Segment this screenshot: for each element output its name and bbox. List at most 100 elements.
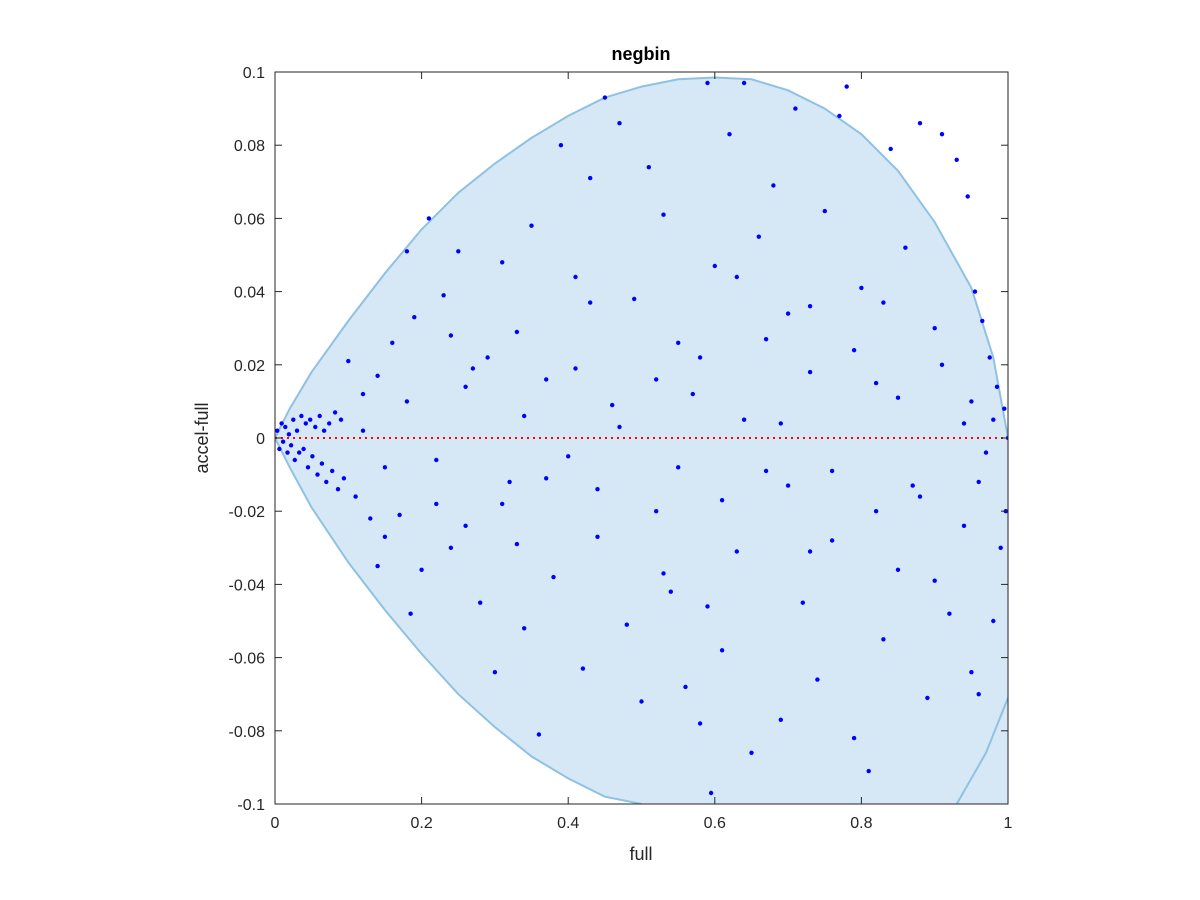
scatter-point (661, 212, 666, 217)
scatter-point (375, 563, 380, 569)
scatter-point (785, 483, 791, 488)
scatter-point (573, 366, 578, 371)
scatter-point (654, 377, 659, 382)
scatter-point (617, 424, 622, 430)
x-tick-label: 0 (271, 815, 280, 832)
scatter-point (683, 684, 688, 690)
scatter-point (815, 677, 820, 682)
scatter-point (917, 494, 923, 499)
scatter-point (303, 421, 308, 426)
scatter-point (573, 274, 578, 280)
scatter-point (697, 721, 703, 726)
scatter-point (310, 454, 315, 459)
scatter-point (360, 428, 366, 433)
scatter-point (412, 315, 417, 320)
scatter-point (507, 479, 512, 485)
scatter-point (881, 637, 886, 642)
scatter-point (434, 457, 439, 463)
scatter-point (873, 380, 879, 386)
scatter-point (980, 318, 985, 324)
scatter-point (785, 311, 791, 316)
scatter-point (602, 95, 608, 100)
y-tick-label: -0.1 (237, 797, 265, 814)
scatter-point (734, 274, 739, 280)
scatter-point (441, 293, 446, 298)
x-tick-label: 0.4 (557, 815, 579, 832)
scatter-point (851, 348, 857, 353)
scatter-point (965, 194, 970, 199)
scatter-point (595, 534, 600, 539)
y-tick-label: -0.04 (229, 577, 266, 594)
scatter-point (727, 132, 732, 137)
scatter-point (595, 487, 600, 492)
chart-title: negbin (612, 44, 671, 64)
x-tick-label: 0.6 (704, 815, 726, 832)
scatter-point (983, 450, 989, 455)
scatter-point (279, 421, 284, 426)
scatter-point (925, 695, 930, 701)
x-axis-label: full (629, 844, 652, 864)
scatter-point (382, 534, 388, 539)
scatter-point (1002, 406, 1007, 411)
scatter-point (719, 648, 725, 653)
scatter-point (448, 545, 454, 550)
scatter-point (888, 146, 893, 152)
scatter-point (954, 157, 959, 162)
scatter-point (998, 545, 1003, 550)
scatter-point (881, 300, 886, 305)
scatter-point (859, 285, 864, 291)
scatter-point (313, 424, 318, 430)
scatter-point (991, 417, 996, 422)
scatter-point (375, 373, 380, 378)
scatter-point (632, 296, 637, 302)
scatter-point (763, 337, 769, 342)
scatter-point (903, 245, 908, 250)
scatter-point (319, 461, 325, 466)
scatter-point (661, 571, 666, 576)
scatter-point (292, 457, 297, 463)
scatter-point (485, 355, 490, 360)
scatter-point (275, 428, 280, 433)
scatter-point (404, 399, 410, 404)
y-axis-label: accel-full (192, 402, 212, 473)
scatter-point (734, 549, 739, 554)
scatter-point (991, 618, 996, 624)
scatter-point (624, 622, 629, 627)
scatter-point (332, 410, 338, 415)
scatter-point (844, 84, 849, 89)
scatter-point (939, 362, 945, 367)
x-tick-label: 0.2 (410, 815, 432, 832)
scatter-point (522, 413, 527, 419)
scatter-point (837, 113, 842, 119)
scatter-point (771, 183, 776, 188)
scatter-point (588, 300, 593, 305)
scatter-point (500, 260, 505, 265)
scatter-point (972, 289, 978, 294)
scatter-point (463, 523, 468, 528)
scatter-point (353, 494, 358, 499)
scatter-point (851, 735, 857, 741)
scatter-point (305, 465, 311, 470)
scatter-point (500, 501, 505, 507)
scatter-point (910, 483, 915, 488)
y-tick-label: 0.08 (234, 138, 265, 155)
scatter-point (646, 165, 651, 170)
scatter-point (807, 549, 813, 554)
confidence-band-lower-right (275, 76, 1008, 804)
scatter-point (426, 216, 432, 221)
scatter-point (866, 768, 871, 774)
scatter-point (408, 611, 413, 616)
x-axis: 0 0.2 0.4 0.6 0.8 1 (271, 72, 1013, 832)
scatter-point (829, 468, 835, 474)
scatter-point (708, 790, 714, 796)
scatter-point (654, 509, 659, 514)
scatter-point (994, 384, 1000, 389)
scatter-point (324, 479, 329, 485)
scatter-point (800, 600, 805, 605)
scatter-point (829, 538, 835, 543)
scatter-point (822, 208, 827, 214)
scatter-point (301, 446, 306, 452)
y-tick-label: 0.04 (234, 285, 265, 302)
scatter-point (976, 479, 981, 485)
